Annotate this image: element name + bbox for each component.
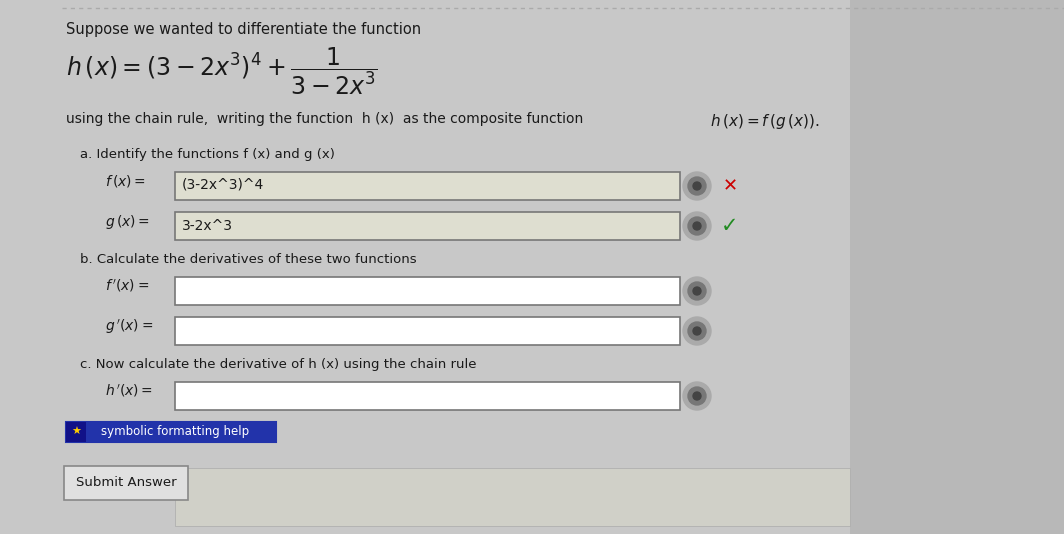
Circle shape <box>683 382 711 410</box>
Circle shape <box>688 387 706 405</box>
Text: $g\,(x) =$: $g\,(x) =$ <box>105 213 150 231</box>
Bar <box>174 277 680 305</box>
Bar <box>174 172 680 200</box>
Text: symbolic formatting help: symbolic formatting help <box>101 426 249 438</box>
Text: 3-2x^3: 3-2x^3 <box>182 219 233 233</box>
Text: $f\,(x) =$: $f\,(x) =$ <box>105 173 146 189</box>
Circle shape <box>693 327 701 335</box>
Circle shape <box>693 182 701 190</box>
Bar <box>850 0 1064 534</box>
Text: c. Now calculate the derivative of h (x) using the chain rule: c. Now calculate the derivative of h (x)… <box>80 358 477 371</box>
FancyBboxPatch shape <box>64 466 188 500</box>
Text: $h\,'(x) =$: $h\,'(x) =$ <box>105 383 153 399</box>
Bar <box>174 317 680 345</box>
Bar <box>174 382 680 410</box>
Text: (3-2x^3)^4: (3-2x^3)^4 <box>182 178 264 192</box>
Text: $g\,'(x) =$: $g\,'(x) =$ <box>105 318 153 336</box>
Text: ✓: ✓ <box>721 216 738 236</box>
Bar <box>66 422 276 442</box>
Circle shape <box>688 217 706 235</box>
Circle shape <box>693 392 701 400</box>
Text: $h\,(x) = \left(3 - 2x^3\right)^4 + \dfrac{1}{3 - 2x^3}$: $h\,(x) = \left(3 - 2x^3\right)^4 + \dfr… <box>66 45 378 97</box>
Circle shape <box>683 172 711 200</box>
Text: ★: ★ <box>71 427 81 437</box>
Text: Submit Answer: Submit Answer <box>76 476 177 490</box>
Bar <box>66 422 86 442</box>
Text: $f\,'(x) =$: $f\,'(x) =$ <box>105 278 149 294</box>
Circle shape <box>688 177 706 195</box>
Text: a. Identify the functions f (x) and g (x): a. Identify the functions f (x) and g (x… <box>80 148 335 161</box>
Text: using the chain rule,  writing the function  h (x)  as the composite function: using the chain rule, writing the functi… <box>66 112 583 126</box>
Circle shape <box>683 317 711 345</box>
Circle shape <box>683 212 711 240</box>
Circle shape <box>693 222 701 230</box>
Text: Suppose we wanted to differentiate the function: Suppose we wanted to differentiate the f… <box>66 22 421 37</box>
Bar <box>174 212 680 240</box>
Text: ✕: ✕ <box>722 177 737 195</box>
Circle shape <box>688 282 706 300</box>
Circle shape <box>683 277 711 305</box>
Circle shape <box>688 322 706 340</box>
Bar <box>174 468 850 526</box>
Text: b. Calculate the derivatives of these two functions: b. Calculate the derivatives of these tw… <box>80 253 417 266</box>
Text: $h\,(x) = f\,(g\,(x)).$: $h\,(x) = f\,(g\,(x)).$ <box>710 112 820 131</box>
Circle shape <box>693 287 701 295</box>
